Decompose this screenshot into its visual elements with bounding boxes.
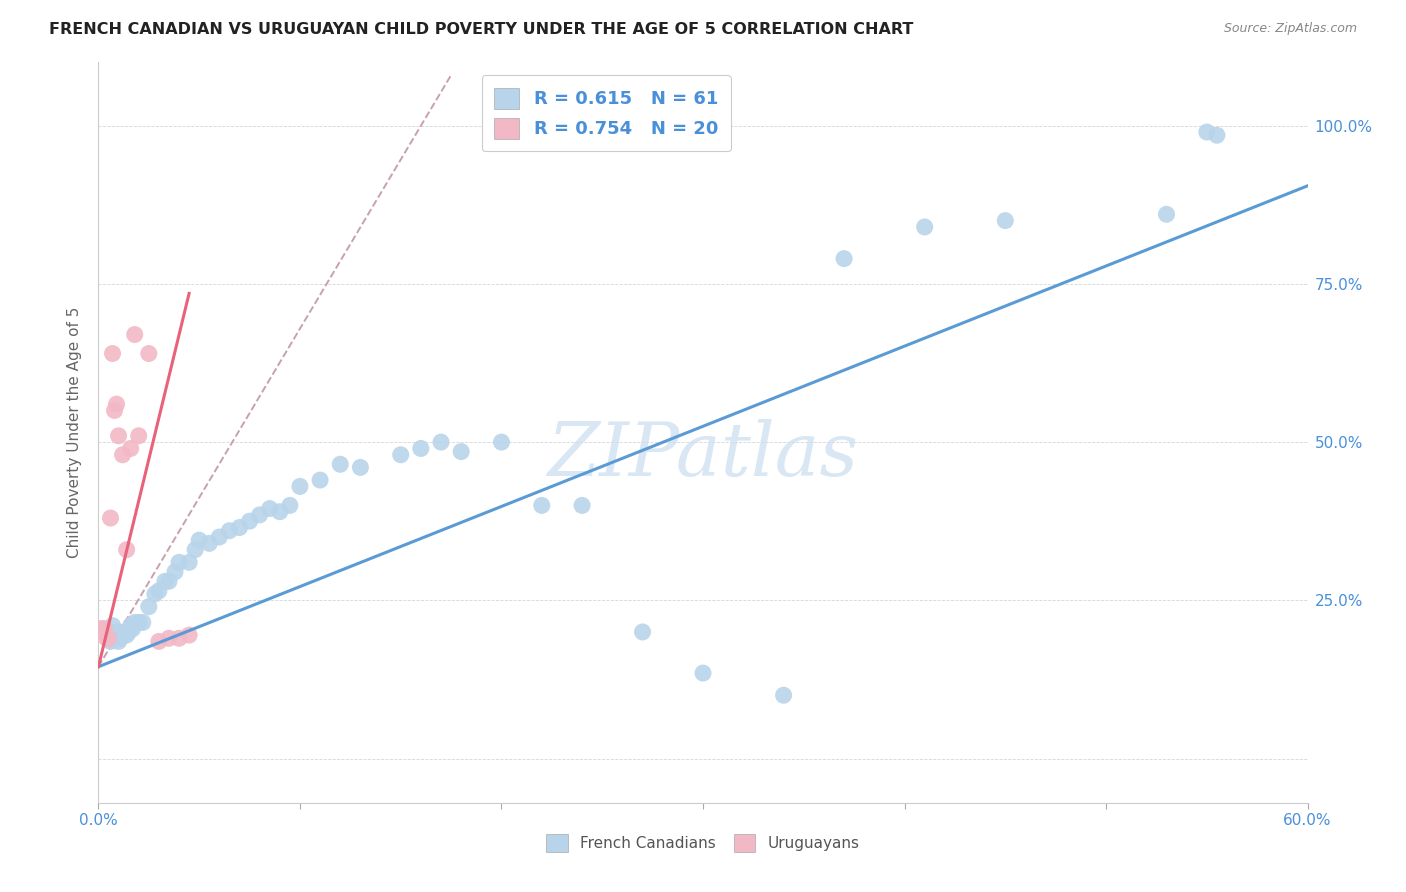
Point xyxy=(148,583,170,598)
Point xyxy=(309,473,332,487)
Point xyxy=(389,448,412,462)
Point xyxy=(124,327,146,342)
Point xyxy=(96,628,118,642)
Point xyxy=(631,624,654,639)
Point xyxy=(138,346,160,360)
Point xyxy=(120,618,142,632)
Point xyxy=(107,634,129,648)
Point xyxy=(100,511,122,525)
Point xyxy=(269,505,291,519)
Point xyxy=(101,618,124,632)
Point xyxy=(148,634,170,648)
Point xyxy=(184,542,207,557)
Point xyxy=(914,219,936,234)
Point xyxy=(218,524,240,538)
Y-axis label: Child Poverty Under the Age of 5: Child Poverty Under the Age of 5 xyxy=(67,307,83,558)
Point xyxy=(153,574,176,589)
Point xyxy=(100,624,122,639)
Point xyxy=(259,501,281,516)
Point xyxy=(994,213,1017,227)
Point xyxy=(188,533,211,548)
Point xyxy=(96,632,118,646)
Point xyxy=(110,632,132,646)
Point xyxy=(249,508,271,522)
Point xyxy=(1206,128,1229,143)
Point xyxy=(208,530,231,544)
Point xyxy=(349,460,371,475)
Point xyxy=(167,632,190,646)
Point xyxy=(138,599,160,614)
Point xyxy=(124,615,146,630)
Point xyxy=(111,628,134,642)
Point xyxy=(91,622,114,636)
Point xyxy=(530,499,553,513)
Point xyxy=(167,555,190,569)
Point xyxy=(91,624,114,639)
Point xyxy=(772,688,794,702)
Point xyxy=(111,448,134,462)
Point xyxy=(103,628,125,642)
Point xyxy=(107,624,129,639)
Point xyxy=(1195,125,1218,139)
Point xyxy=(105,632,128,646)
Point xyxy=(93,624,115,639)
Point xyxy=(198,536,221,550)
Point xyxy=(157,632,180,646)
Point xyxy=(114,624,136,639)
Point xyxy=(430,435,453,450)
Point xyxy=(278,499,301,513)
Point xyxy=(228,520,250,534)
Point xyxy=(239,514,262,528)
Text: FRENCH CANADIAN VS URUGUAYAN CHILD POVERTY UNDER THE AGE OF 5 CORRELATION CHART: FRENCH CANADIAN VS URUGUAYAN CHILD POVER… xyxy=(49,22,914,37)
Point xyxy=(179,628,201,642)
Point xyxy=(115,628,138,642)
Legend: French Canadians, Uruguayans: French Canadians, Uruguayans xyxy=(540,829,866,858)
Point xyxy=(832,252,855,266)
Point xyxy=(100,634,122,648)
Point xyxy=(179,555,201,569)
Point xyxy=(118,624,141,639)
Point xyxy=(163,565,186,579)
Point xyxy=(329,457,352,471)
Point xyxy=(97,632,120,646)
Point xyxy=(120,442,142,456)
Point xyxy=(143,587,166,601)
Point xyxy=(128,615,150,630)
Point xyxy=(571,499,593,513)
Point xyxy=(93,622,115,636)
Point xyxy=(101,346,124,360)
Point xyxy=(288,479,311,493)
Point xyxy=(1156,207,1178,221)
Point xyxy=(128,429,150,443)
Point xyxy=(450,444,472,458)
Point xyxy=(107,429,129,443)
Text: ZIPatlas: ZIPatlas xyxy=(547,418,859,491)
Point xyxy=(132,615,155,630)
Point xyxy=(103,403,125,417)
Point xyxy=(692,666,714,681)
Point xyxy=(97,632,120,646)
Point xyxy=(121,622,143,636)
Point xyxy=(157,574,180,589)
Point xyxy=(101,628,124,642)
Point xyxy=(409,442,432,456)
Point xyxy=(105,397,128,411)
Point xyxy=(115,542,138,557)
Text: Source: ZipAtlas.com: Source: ZipAtlas.com xyxy=(1223,22,1357,36)
Point xyxy=(89,622,111,636)
Point xyxy=(491,435,513,450)
